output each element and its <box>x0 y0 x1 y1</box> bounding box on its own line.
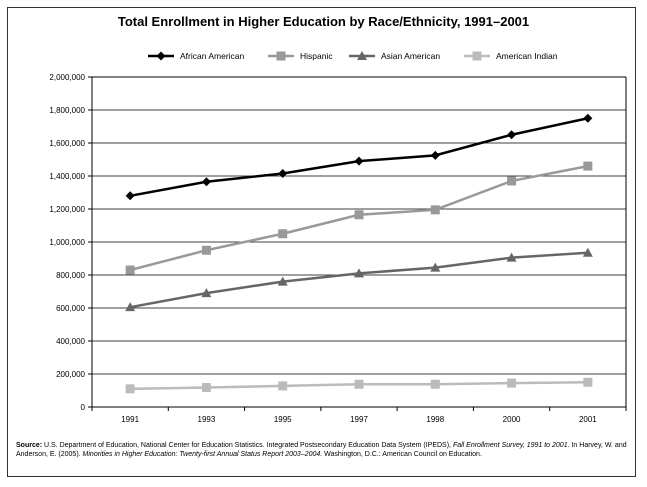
x-tick-label: 1998 <box>426 415 444 424</box>
legend-marker <box>472 51 482 61</box>
data-point <box>201 288 212 298</box>
data-point <box>201 177 211 187</box>
legend-label: African American <box>180 51 245 61</box>
data-point <box>277 276 288 286</box>
legend-marker <box>357 51 367 60</box>
data-point <box>278 229 288 239</box>
data-point <box>278 169 288 179</box>
series-group <box>125 113 593 394</box>
y-tick-label: 1,400,000 <box>49 172 85 181</box>
data-point <box>354 156 364 166</box>
series-american-indian <box>125 377 593 394</box>
data-point <box>354 268 364 278</box>
source-text-2: In Harvey, W. and Anderson, E. (2005). <box>16 442 627 458</box>
series-asian-american <box>125 247 593 312</box>
x-tick-label: 1997 <box>350 415 368 424</box>
x-tick-label: 1993 <box>198 415 216 424</box>
legend-item: Hispanic <box>268 51 333 61</box>
data-point <box>583 113 593 123</box>
series-african-american <box>125 113 593 201</box>
y-axis: 0 200,000 400,000 600,000 800,000 1,000,000 1,… <box>49 73 93 412</box>
x-tick-label: 1991 <box>121 415 139 424</box>
y-tick-label: 2,000,000 <box>49 73 85 82</box>
legend-label: American Indian <box>496 51 558 61</box>
data-point <box>201 245 211 255</box>
source-text-3: Washington, D.C.: American Council on Ed… <box>322 451 482 458</box>
data-point <box>125 265 135 275</box>
legend-label: Hispanic <box>300 51 333 61</box>
x-tick-label: 2000 <box>503 415 521 424</box>
data-point <box>430 262 441 272</box>
y-tick-label: 1,600,000 <box>49 139 85 148</box>
y-tick-label: 800,000 <box>56 271 85 280</box>
data-point <box>583 161 593 171</box>
legend-label: Asian American <box>381 51 440 61</box>
data-point <box>354 379 364 389</box>
x-tick-label: 1995 <box>274 415 292 424</box>
series-hispanic <box>125 161 593 275</box>
legend-marker <box>156 51 166 61</box>
chart-title: Total Enrollment in Higher Education by … <box>117 14 530 29</box>
legend-item: American Indian <box>464 51 558 61</box>
data-point <box>201 383 211 393</box>
data-point <box>430 150 440 160</box>
y-tick-label: 600,000 <box>56 304 85 313</box>
data-point <box>583 377 593 387</box>
legend-marker <box>276 51 286 61</box>
y-tick-label: 1,200,000 <box>49 205 85 214</box>
data-point <box>582 247 593 257</box>
source-label: Source: <box>16 442 43 449</box>
source-text-1: U.S. Department of Education, National C… <box>42 442 453 449</box>
source-note: Source: U.S. Department of Education, Na… <box>16 441 631 459</box>
y-tick-label: 200,000 <box>56 370 85 379</box>
y-tick-label: 1,000,000 <box>49 238 85 247</box>
data-point <box>125 191 135 201</box>
data-point <box>430 379 440 389</box>
data-point <box>354 210 364 220</box>
source-italic-2: Minorities in Higher Education: Twenty-f… <box>82 451 323 458</box>
data-point <box>278 381 288 391</box>
legend: African American Hispanic Asian American Am… <box>148 51 558 61</box>
series-line <box>129 251 588 309</box>
y-tick-label: 1,800,000 <box>49 106 85 115</box>
source-italic-1: Fall Enrollment Survey, 1991 to 2001. <box>452 442 570 449</box>
x-tick-label: 2001 <box>579 415 597 424</box>
data-point <box>125 384 135 394</box>
data-point <box>506 252 517 262</box>
data-point <box>430 205 440 215</box>
data-point <box>507 130 517 140</box>
data-point <box>507 378 517 388</box>
y-tick-label: 0 <box>81 403 86 412</box>
x-axis: 1991 1993 1995 1997 1998 2000 2001 <box>91 406 627 424</box>
data-point <box>507 176 517 186</box>
data-point <box>125 302 136 312</box>
legend-item: Asian American <box>349 51 440 61</box>
legend-item: African American <box>148 51 245 61</box>
y-tick-label: 400,000 <box>56 337 85 346</box>
